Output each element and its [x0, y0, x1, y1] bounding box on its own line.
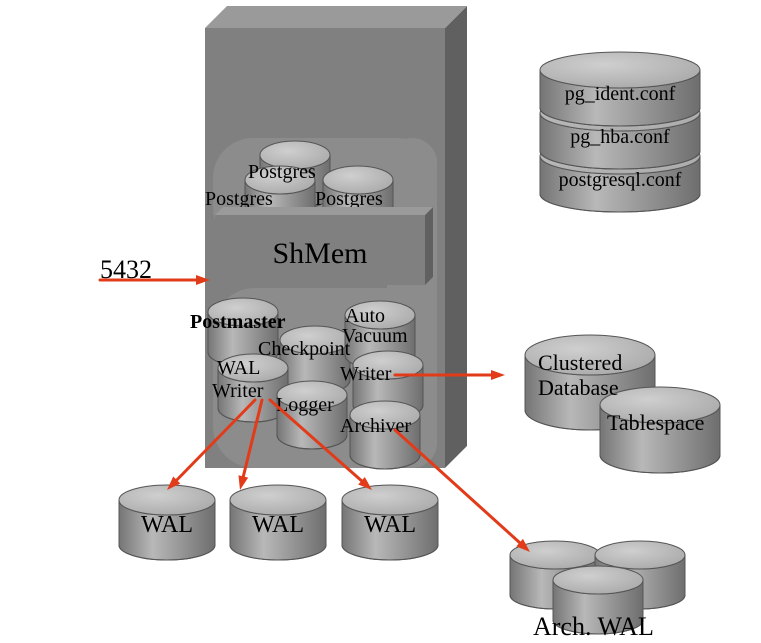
db-label: Database — [538, 375, 619, 400]
wal-label: WAL — [252, 512, 304, 538]
process-label: Writer — [340, 363, 392, 385]
process-label: Auto — [345, 305, 385, 327]
db-label: Clustered — [538, 350, 622, 375]
shmem-label: ShMem — [272, 237, 367, 270]
config-label: postgresql.conf — [559, 169, 682, 191]
process-label: Writer — [212, 380, 264, 402]
process-label: Postmaster — [190, 311, 286, 333]
process-label: WAL — [217, 357, 260, 379]
db-label: Tablespace — [607, 410, 704, 435]
postgres-label: Postgres — [205, 188, 273, 210]
archwal-label: Arch. WAL — [533, 612, 654, 641]
process-label: Vacuum — [342, 325, 408, 347]
config-label: pg_hba.conf — [570, 126, 670, 148]
config-label: pg_ident.conf — [565, 83, 676, 105]
process-label: Checkpoint — [258, 338, 351, 360]
postgres-label: Postgres — [315, 188, 383, 210]
wal-label: WAL — [141, 512, 193, 538]
wal-label: WAL — [364, 512, 416, 538]
postgres-label: Postgres — [248, 161, 316, 183]
